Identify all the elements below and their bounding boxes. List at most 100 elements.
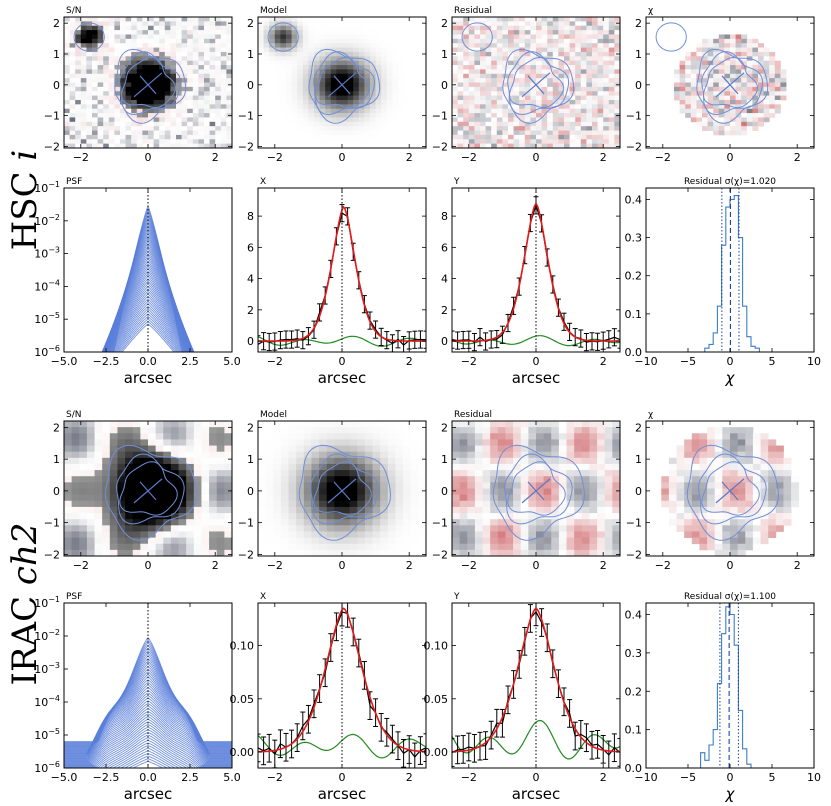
img-sn-pixel	[94, 421, 103, 428]
img-residual-pixel	[513, 549, 522, 557]
profile-x-ytick-label: 6	[247, 241, 254, 254]
img-model-pixel	[269, 126, 276, 131]
img-model-pixel	[409, 104, 416, 110]
img-model-pixel	[280, 30, 287, 35]
img-residual-pixel	[575, 73, 582, 79]
img-sn-pixel	[140, 451, 149, 459]
img-sn-pixel	[163, 470, 172, 477]
img-sn-pixel	[148, 134, 154, 140]
img-sn-pixel	[170, 78, 177, 83]
psf-curve	[107, 220, 189, 352]
img-model-pixel	[342, 549, 351, 557]
img-chi-pixel	[741, 117, 748, 123]
img-residual-pixel	[541, 143, 548, 149]
img-residual-pixel	[552, 30, 559, 35]
img-chi-pixel	[735, 34, 742, 40]
img-model-pixel	[364, 99, 371, 105]
img-model-pixel	[297, 99, 304, 105]
img-residual-pixel	[496, 91, 503, 96]
img-model-pixel	[263, 17, 270, 22]
img-model-pixel	[364, 130, 371, 136]
img-sn-pixel	[125, 537, 134, 545]
img-residual-pixel	[524, 38, 531, 44]
img-residual-pixel	[463, 91, 470, 96]
img-sn-pixel	[114, 143, 121, 149]
img-model-pixel	[342, 56, 348, 62]
img-model-pixel	[364, 488, 373, 496]
img-sn-pixel	[120, 117, 126, 123]
img-residual-pixel	[502, 104, 509, 110]
img-sn-pixel	[136, 56, 143, 62]
img-residual-pixel	[569, 121, 576, 127]
img-residual-pixel	[474, 445, 483, 453]
img-model-pixel	[342, 25, 348, 31]
img-residual-pixel	[467, 543, 476, 551]
img-residual-pixel	[614, 43, 621, 48]
img-residual-pixel	[508, 82, 514, 88]
psf-curve	[111, 305, 185, 352]
img-model-pixel	[274, 25, 281, 31]
img-model-pixel	[403, 25, 410, 31]
img-sn-pixel	[131, 30, 138, 35]
img-model-pixel	[358, 21, 365, 27]
img-model-pixel	[311, 482, 320, 489]
img-residual-pixel	[614, 130, 621, 136]
img-model-pixel	[291, 91, 298, 96]
img-sn-pixel	[193, 463, 202, 471]
img-sn-pixel	[86, 439, 95, 446]
img-sn-pixel	[148, 56, 154, 62]
img-model-pixel	[330, 30, 337, 35]
img-residual-pixel	[586, 143, 593, 149]
img-sn-pixel	[178, 500, 187, 508]
img-sn-pixel	[181, 134, 188, 140]
img-sn-pixel	[140, 421, 149, 428]
img-model-pixel	[325, 60, 332, 66]
img-model-pixel	[280, 427, 289, 434]
img-sn-pixel	[136, 21, 143, 27]
img-model-pixel	[330, 47, 337, 53]
img-chi-pixel	[696, 121, 703, 127]
img-sn-pixel	[163, 543, 172, 551]
img-residual-pixel	[597, 117, 604, 123]
img-residual-pixel	[496, 38, 503, 44]
profile-x-ytick-label: 0	[247, 335, 254, 348]
img-residual-pixel	[536, 82, 542, 88]
img-sn-pixel	[170, 56, 177, 62]
img-model-pixel	[380, 433, 389, 440]
img-residual-pixel	[580, 65, 587, 70]
img-residual-pixel	[543, 421, 552, 428]
img-residual-pixel	[480, 34, 486, 40]
img-sn-pixel	[142, 143, 149, 149]
img-model-pixel	[258, 43, 264, 48]
img-chi-pixel	[713, 51, 720, 57]
img-model-pixel	[357, 482, 366, 489]
img-model-pixel	[358, 139, 365, 145]
img-model-pixel	[410, 463, 419, 471]
img-sn-pixel	[204, 130, 210, 136]
img-sn-pixel	[215, 73, 222, 79]
img-sn-pixel	[209, 86, 216, 92]
img-model-pixel	[381, 139, 388, 145]
img-model-pixel	[319, 38, 326, 44]
img-residual-pixel	[490, 470, 499, 477]
img-residual-pixel	[543, 445, 552, 453]
img-residual-pixel	[491, 73, 498, 79]
img-model-pixel	[387, 445, 396, 453]
img-chi-pixel	[713, 73, 720, 79]
img-sn-pixel	[186, 494, 195, 502]
img-sn-pixel	[176, 43, 182, 48]
img-model-pixel	[418, 445, 427, 453]
img-chi-pixel	[702, 43, 708, 48]
img-chi-pixel	[713, 95, 720, 101]
img-residual-pixel	[508, 95, 514, 101]
img-sn-pixel	[86, 95, 93, 101]
img-sn-contour	[104, 444, 198, 541]
img-model-pixel	[403, 476, 412, 483]
img-sn-pixel	[209, 451, 218, 459]
img-sn-pixel	[108, 91, 115, 96]
img-residual-pixel	[505, 457, 514, 465]
img-residual-pixel	[524, 60, 531, 66]
img-residual-pixel	[580, 73, 587, 79]
img-residual-pixel	[502, 34, 509, 40]
img-sn-pixel	[142, 95, 149, 101]
